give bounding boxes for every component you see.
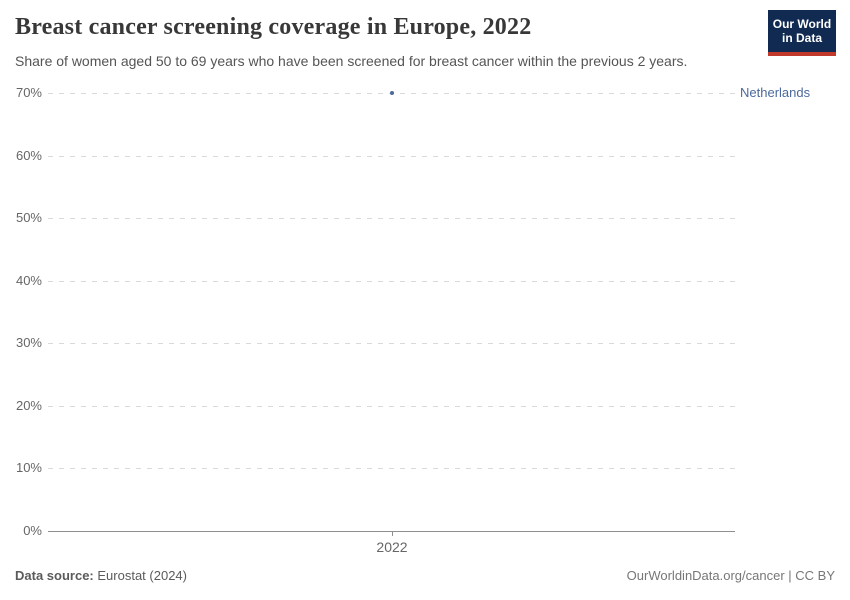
y-axis-tick-label: 60% <box>15 147 42 163</box>
y-axis-tick-label: 30% <box>15 335 42 351</box>
y-axis-tick-label: 70% <box>15 85 42 100</box>
gridline <box>48 280 735 282</box>
owid-logo-line1: Our World <box>772 17 832 31</box>
data-source-label: Data source: <box>15 568 94 583</box>
chart-title: Breast cancer screening coverage in Euro… <box>15 14 532 40</box>
x-axis-tick <box>392 531 393 536</box>
gridline <box>48 218 735 220</box>
owid-logo-line2: in Data <box>781 31 822 45</box>
gridline <box>48 405 735 407</box>
y-axis-tick-label: 20% <box>15 397 42 413</box>
y-axis-tick-label: 0% <box>23 523 42 538</box>
data-point-netherlands <box>390 91 394 95</box>
entity-label-netherlands: Netherlands <box>740 85 811 100</box>
y-axis-tick-label: 40% <box>15 272 42 288</box>
chart-subtitle: Share of women aged 50 to 69 years who h… <box>15 53 688 69</box>
x-axis-tick-label: 2022 <box>376 539 408 555</box>
y-axis-tick-label: 10% <box>15 460 42 476</box>
gridline <box>48 155 735 157</box>
gridline <box>48 343 735 345</box>
owid-logo: Our World in Data <box>768 10 836 56</box>
y-axis-tick-label: 50% <box>15 210 42 226</box>
data-source-value: Eurostat (2024) <box>97 568 187 583</box>
gridline <box>48 468 735 470</box>
data-source: Data source: Eurostat (2024) <box>15 568 187 583</box>
footer-credit: OurWorldinData.org/cancer | CC BY <box>626 568 835 583</box>
chart-footer: Data source: Eurostat (2024) OurWorldinD… <box>15 568 835 583</box>
x-axis-baseline <box>48 531 735 532</box>
